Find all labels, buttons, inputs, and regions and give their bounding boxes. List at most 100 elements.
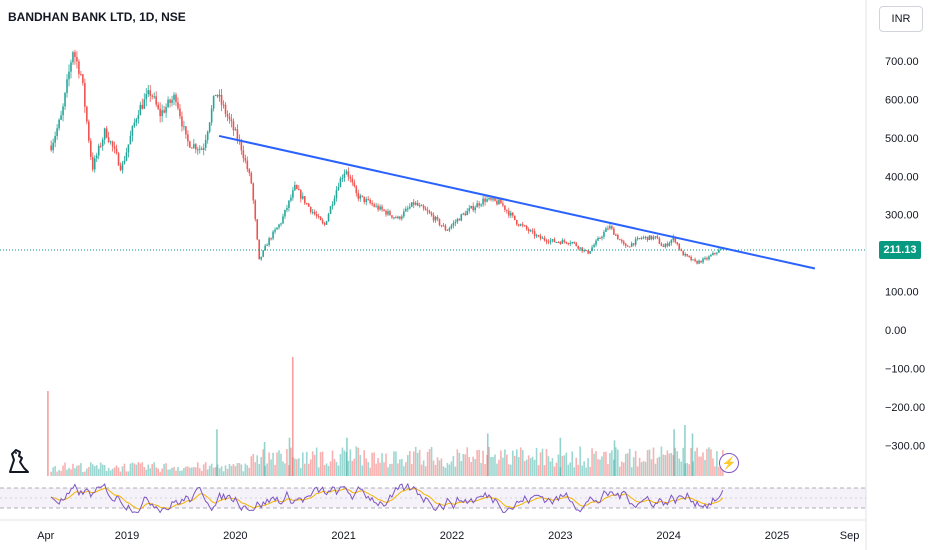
volume-bar — [656, 457, 659, 476]
candle-body — [185, 126, 187, 135]
candle-body — [513, 215, 516, 220]
time-axis[interactable]: Apr 2019 2020 2021 2022 2023 2024 2025 Sep — [0, 519, 866, 542]
candle-body — [181, 116, 183, 127]
volume-bar — [278, 450, 280, 476]
volume-spike — [691, 433, 694, 476]
volume-bar — [373, 452, 375, 476]
candle-body — [161, 110, 163, 117]
candle-body — [521, 224, 524, 226]
x-tick-label: Apr — [37, 530, 54, 542]
candle-body — [403, 211, 405, 217]
candle-body — [246, 160, 249, 170]
volume-bar — [569, 462, 572, 476]
candle-body — [650, 235, 653, 240]
volume-bar — [117, 467, 120, 476]
volume-bar — [244, 463, 247, 476]
candle-body — [137, 115, 140, 120]
volume-bar — [500, 450, 502, 476]
candle-body — [662, 245, 665, 247]
candle-body — [179, 108, 181, 117]
trendline[interactable] — [218, 134, 816, 270]
volume-bar — [688, 464, 690, 476]
candle-body — [125, 152, 128, 161]
candle-body — [58, 119, 60, 129]
volume-bar — [155, 467, 157, 476]
volume-bar — [395, 451, 397, 476]
volume-bar — [397, 463, 399, 476]
volume-bar — [218, 468, 221, 476]
candle-body — [482, 198, 484, 205]
tradingview-dino-icon[interactable] — [6, 446, 34, 476]
candle-body — [325, 221, 328, 225]
candle-body — [702, 258, 704, 263]
volume-bar — [698, 456, 700, 476]
candle-body — [222, 104, 225, 106]
candle-body — [607, 228, 609, 230]
y-tick-label: 300.00 — [885, 210, 919, 222]
volume-bar — [151, 463, 154, 476]
candle-body — [95, 155, 98, 159]
volume-bar — [525, 459, 528, 476]
volume-bar — [161, 468, 163, 476]
volume-bar — [482, 450, 484, 476]
candle-body — [541, 237, 544, 239]
candle-body — [555, 242, 558, 244]
volume-bar — [442, 466, 445, 476]
candle-body — [694, 259, 696, 262]
volume-bar — [254, 462, 257, 476]
volume-bar — [452, 456, 455, 476]
candle-body — [676, 242, 679, 245]
volume-bar — [133, 463, 136, 476]
candle-body — [486, 199, 488, 202]
candle-body — [335, 189, 338, 199]
volume-bar — [583, 461, 585, 476]
candle-body — [434, 217, 437, 221]
volume-bar — [202, 464, 205, 476]
candle-body — [591, 247, 593, 252]
candle-body — [163, 110, 165, 113]
volume-bar — [418, 449, 421, 476]
candle-body — [157, 104, 159, 109]
candle-body — [436, 217, 439, 220]
candle-body — [377, 205, 379, 210]
volume-bar — [553, 466, 556, 476]
candle-body — [284, 209, 286, 217]
candle-body — [599, 238, 601, 240]
volume-bar — [311, 451, 314, 476]
volume-bar — [252, 454, 255, 476]
currency-button[interactable]: INR — [879, 6, 923, 32]
candle-body — [232, 121, 235, 131]
candle-body — [537, 235, 540, 237]
volume-bar — [317, 467, 320, 476]
candle-body — [242, 150, 245, 159]
volume-bar — [399, 459, 401, 476]
candle-body — [315, 214, 318, 217]
candle-body — [337, 187, 340, 190]
volume-bar — [484, 464, 486, 476]
volume-bar — [517, 457, 520, 476]
x-tick-label: 2025 — [765, 530, 789, 542]
candle-body — [321, 220, 324, 224]
volume-bar — [224, 465, 227, 476]
candle-body — [84, 83, 86, 107]
candle-body — [674, 236, 677, 243]
volume-bar — [611, 450, 613, 476]
candle-body — [682, 250, 685, 256]
volume-bar — [60, 471, 62, 476]
price-axis[interactable]: 700.00600.00500.00400.00300.00200.00100.… — [885, 56, 925, 452]
volume-bar — [585, 467, 587, 476]
candle-body — [54, 135, 56, 143]
y-tick-label: 600.00 — [885, 94, 919, 106]
lightning-icon[interactable]: ⚡ — [719, 453, 739, 473]
volume-bar — [480, 463, 482, 476]
candle-body — [619, 239, 621, 241]
candle-body — [187, 134, 189, 142]
candle-body — [274, 229, 276, 232]
volume-bar — [276, 452, 278, 476]
candle-body — [464, 213, 467, 216]
candle-body — [605, 228, 607, 232]
volume-bar — [58, 469, 60, 476]
candle-body — [684, 253, 686, 256]
